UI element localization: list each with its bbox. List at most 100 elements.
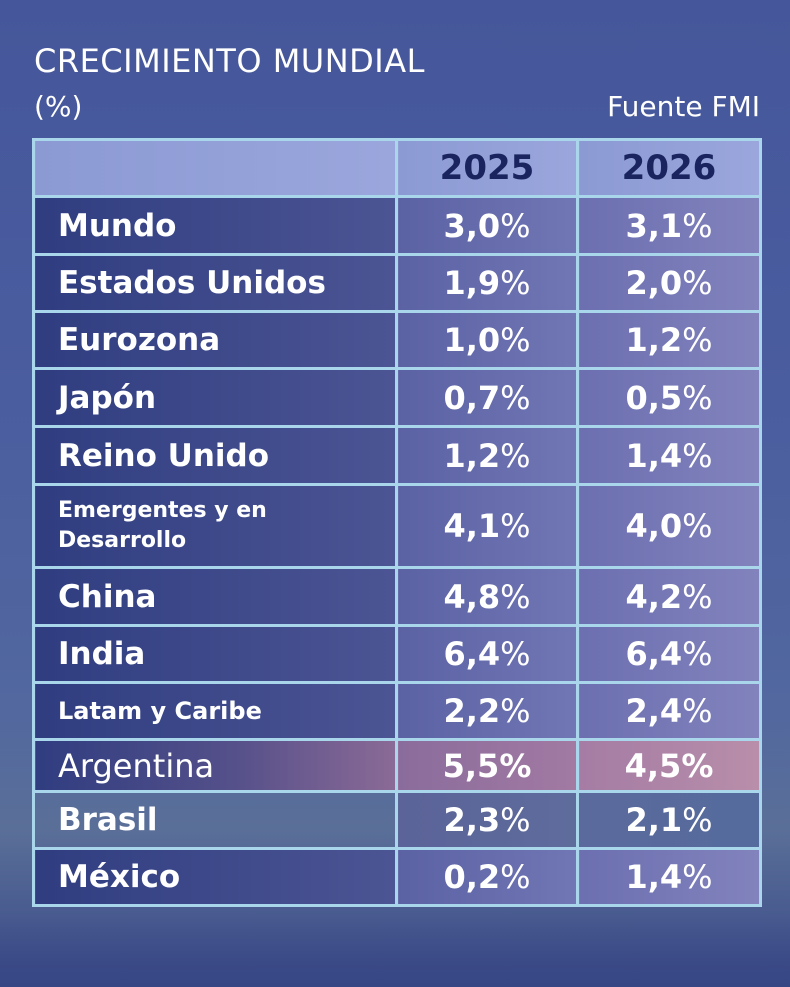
row-label: México [32,847,398,907]
row-label: India [32,624,398,684]
table-row: Estados Unidos 1,9% 2,0% [32,253,762,313]
value-2025: 0,2% [395,847,579,907]
unit-label: (%) [34,90,83,123]
value-2026: 6,4% [576,624,762,684]
value-2025: 3,0% [395,195,579,256]
value-number: 3,1 [625,206,683,245]
value-2025: 5,5% [395,738,579,793]
value-2026: 2,4% [576,681,762,741]
value-number: 1,4 [625,436,683,475]
percent-sign: % [499,746,532,785]
chart-title: CRECIMIENTO MUNDIAL [34,42,425,80]
percent-sign: % [682,436,713,475]
table-body: Mundo 3,0% 3,1% Estados Unidos 1,9% 2,0% Euroz… [32,195,762,907]
value-number: 2,2 [443,692,501,730]
value-number: 6,4 [625,635,683,673]
table-row: Emergentes y en Desarrollo 4,1% 4,0% [32,483,762,569]
value-2025: 2,2% [395,681,579,741]
value-2025: 2,3% [395,790,579,850]
value-2026: 1,4% [576,847,762,907]
value-number: 1,0 [443,321,501,359]
table-row: Eurozona 1,0% 1,2% [32,310,762,370]
percent-sign: % [500,577,531,616]
value-2025: 6,4% [395,624,579,684]
percent-sign: % [500,507,531,545]
value-2026: 3,1% [576,195,762,256]
value-number: 1,4 [625,858,683,896]
value-number: 0,7 [443,378,501,417]
table-row: Reino Unido 1,2% 1,4% [32,425,762,486]
value-number: 4,0 [625,507,683,545]
value-number: 6,4 [443,635,501,673]
header-row: 2025 2026 [32,138,762,198]
value-number: 3,0 [443,206,501,245]
value-2026: 4,2% [576,566,762,627]
value-2026: 0,5% [576,367,762,428]
value-2026: 1,2% [576,310,762,370]
header-2026: 2026 [576,138,762,198]
row-label: Brasil [32,790,398,850]
percent-sign: % [682,378,713,417]
value-number: 1,9 [443,264,501,302]
value-number: 4,1 [443,507,501,545]
percent-sign: % [500,436,531,475]
percent-sign: % [682,577,713,616]
percent-sign: % [500,801,531,839]
value-number: 4,5 [624,746,682,785]
value-number: 4,8 [443,577,501,616]
percent-sign: % [682,264,713,302]
source-label: Fuente FMI [607,90,760,123]
percent-sign: % [500,264,531,302]
percent-sign: % [500,692,531,730]
percent-sign: % [682,206,713,245]
row-label: Mundo [32,195,398,256]
percent-sign: % [682,321,713,359]
growth-table: 2025 2026 Mundo 3,0% 3,1% Estados Unidos 1,9… [32,138,762,907]
value-2026: 1,4% [576,425,762,486]
value-2025: 4,8% [395,566,579,627]
value-2025: 4,1% [395,483,579,569]
value-number: 2,1 [625,801,683,839]
table-row: Mundo 3,0% 3,1% [32,195,762,256]
table-row: China 4,8% 4,2% [32,566,762,627]
value-number: 0,2 [443,858,501,896]
value-number: 5,5 [442,746,500,785]
value-2025: 0,7% [395,367,579,428]
table-row: Brasil 2,3% 2,1% [32,790,762,850]
percent-sign: % [500,378,531,417]
row-label: Japón [32,367,398,428]
bottom-shade [0,912,790,987]
percent-sign: % [682,858,713,896]
row-label: Reino Unido [32,425,398,486]
table-row: Japón 0,7% 0,5% [32,367,762,428]
percent-sign: % [682,801,713,839]
value-number: 4,2 [625,577,683,616]
value-number: 1,2 [443,436,501,475]
row-label: Latam y Caribe [32,681,398,741]
value-2026: 4,5% [576,738,762,793]
value-number: 2,4 [625,692,683,730]
percent-sign: % [500,635,531,673]
percent-sign: % [500,206,531,245]
header-blank [32,138,398,198]
percent-sign: % [500,858,531,896]
table-row: Argentina 5,5% 4,5% [32,738,762,793]
value-number: 2,0 [625,264,683,302]
value-2025: 1,0% [395,310,579,370]
value-number: 2,3 [443,801,501,839]
percent-sign: % [681,746,714,785]
percent-sign: % [682,507,713,545]
row-label: Argentina [32,738,398,793]
row-label: Estados Unidos [32,253,398,313]
percent-sign: % [682,692,713,730]
value-2025: 1,9% [395,253,579,313]
value-2026: 2,0% [576,253,762,313]
value-number: 0,5 [625,378,683,417]
table-row: México 0,2% 1,4% [32,847,762,907]
table-row: Latam y Caribe 2,2% 2,4% [32,681,762,741]
row-label: Eurozona [32,310,398,370]
row-label: China [32,566,398,627]
row-label: Emergentes y en Desarrollo [32,483,398,569]
value-number: 1,2 [625,321,683,359]
percent-sign: % [682,635,713,673]
